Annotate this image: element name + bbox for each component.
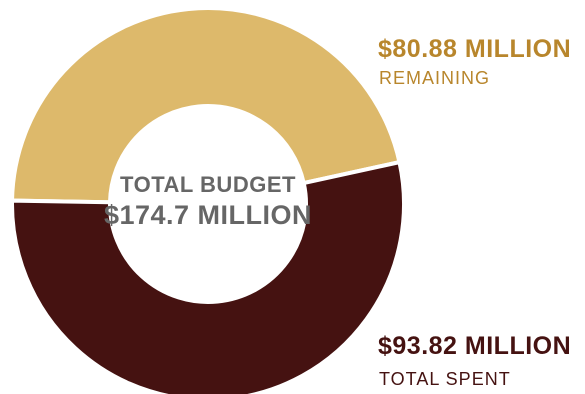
spent-label-group: $93.82 MILLION TOTAL SPENT [378,332,571,389]
spent-caption: TOTAL SPENT [379,369,511,389]
remaining-value-label: $80.88 MILLION [378,35,571,63]
center-title: TOTAL BUDGET [120,172,296,197]
remaining-caption: REMAINING [379,68,490,88]
remaining-label-group: $80.88 MILLION REMAINING [378,35,571,88]
spent-value-label: $93.82 MILLION [378,332,571,360]
center-labels: TOTAL BUDGET $174.7 MILLION [104,172,312,230]
slice-spent [10,159,406,394]
slice-remaining [9,6,402,205]
donut-slices [9,6,406,394]
center-total: $174.7 MILLION [104,200,312,230]
